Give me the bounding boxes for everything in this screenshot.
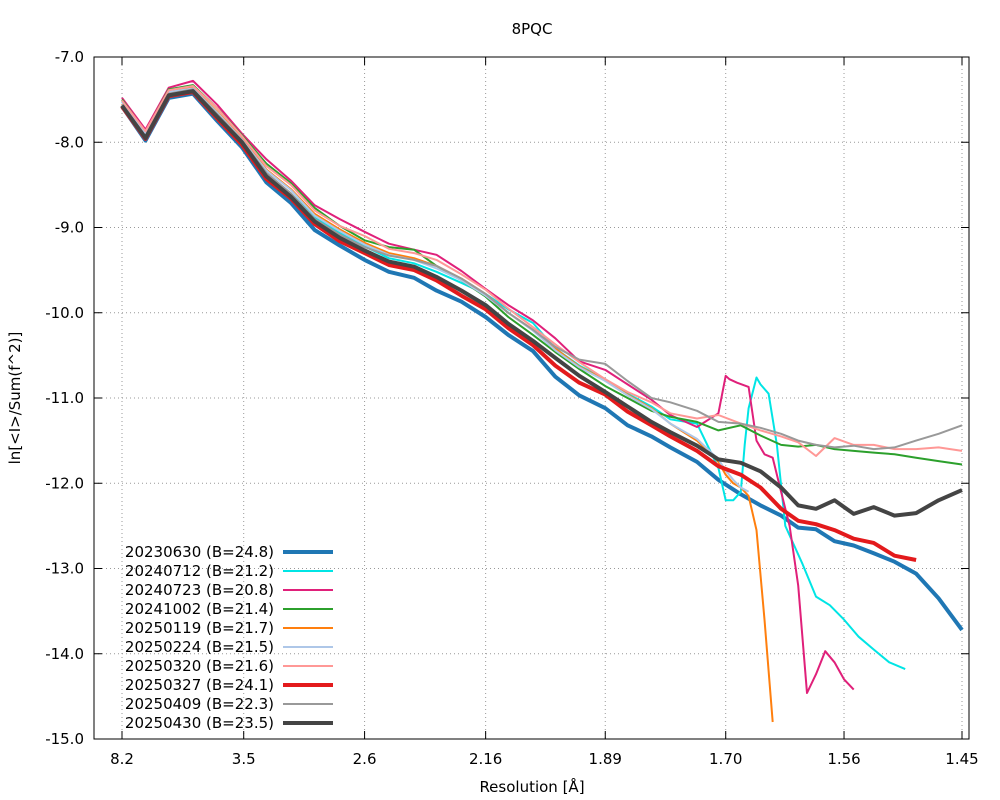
- legend-label: 20240712 (B=21.2): [125, 562, 274, 580]
- y-tick-label: -15.0: [45, 730, 84, 748]
- x-tick-label: 1.89: [589, 750, 622, 768]
- series-group: [120, 79, 964, 723]
- legend-label: 20241002 (B=21.4): [125, 600, 274, 618]
- legend-label: 20250224 (B=21.5): [125, 638, 274, 656]
- x-tick-label: 2.6: [353, 750, 377, 768]
- series-line-1: [120, 91, 964, 632]
- x-tick-label: 1.70: [709, 750, 742, 768]
- legend-label: 20250327 (B=24.1): [125, 676, 274, 694]
- x-tick-label: 3.5: [232, 750, 256, 768]
- y-tick-label: -8.0: [55, 133, 84, 151]
- legend-label: 20230630 (B=24.8): [125, 543, 274, 561]
- y-tick-label: -7.0: [55, 48, 84, 66]
- series-line-4: [121, 84, 963, 466]
- legend-label: 20250409 (B=22.3): [125, 695, 274, 713]
- x-tick-label: 8.2: [110, 750, 134, 768]
- grid: [94, 56, 969, 740]
- y-tick-label: -11.0: [45, 389, 84, 407]
- y-tick-label: -9.0: [55, 219, 84, 237]
- x-axis: 8.2 3.5 2.6 2.16 1.89 1.70 1.56 1.45: [110, 57, 979, 768]
- x-tick-label: 1.56: [827, 750, 860, 768]
- x-tick-label: 2.16: [469, 750, 502, 768]
- y-tick-label: -12.0: [45, 474, 84, 492]
- series-line-3: [121, 79, 855, 694]
- y-tick-label: -10.0: [45, 304, 84, 322]
- y-axis: -7.0 -8.0 -9.0 -10.0 -11.0 -12.0 -13.0 -14.0 -15…: [45, 48, 969, 748]
- legend-label: 20250320 (B=21.6): [125, 657, 274, 675]
- legend: 20230630 (B=24.8)20240712 (B=21.2)202407…: [125, 543, 333, 732]
- legend-label: 20250119 (B=21.7): [125, 619, 274, 637]
- x-axis-label: Resolution [Å]: [479, 777, 584, 796]
- series-line-9: [121, 88, 963, 451]
- y-tick-label: -13.0: [45, 560, 84, 578]
- x-tick-label: 1.45: [945, 750, 978, 768]
- legend-label: 20240723 (B=20.8): [125, 581, 274, 599]
- y-tick-label: -14.0: [45, 645, 84, 663]
- chart-title: 8PQC: [512, 20, 553, 38]
- series-line-10: [120, 89, 963, 518]
- legend-label: 20250430 (B=23.5): [125, 714, 274, 732]
- y-axis-label: ln[<I>/Sum(f^2)]: [6, 332, 24, 465]
